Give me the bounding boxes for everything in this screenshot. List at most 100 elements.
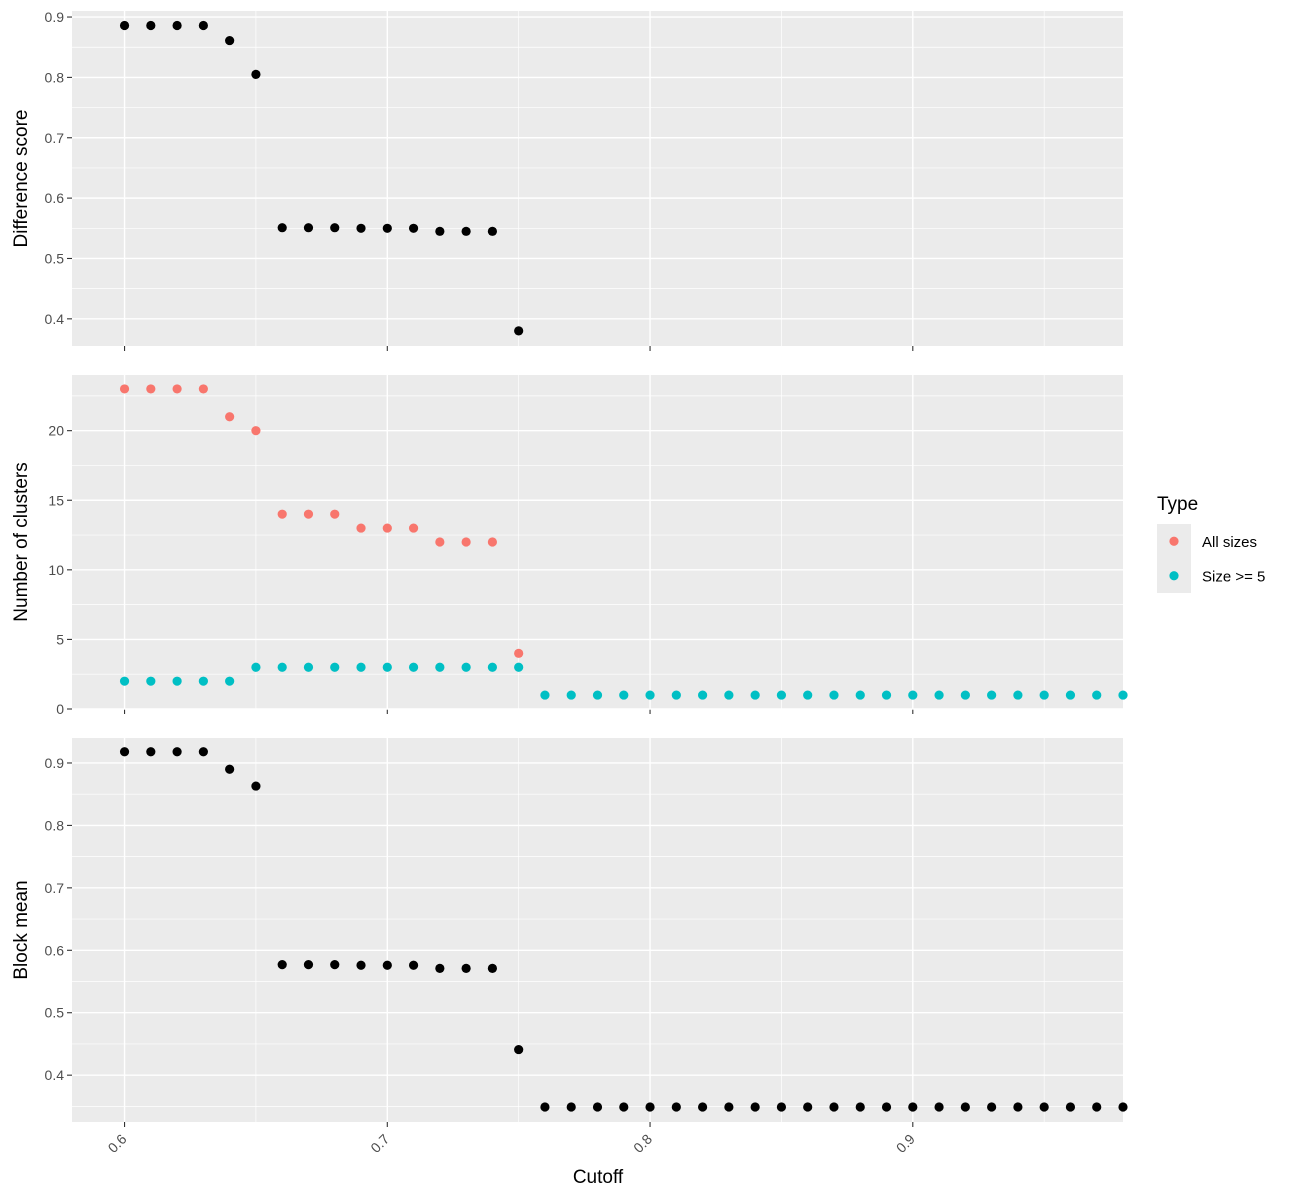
series-1 <box>119 384 524 658</box>
data-point <box>776 1102 787 1112</box>
data-point <box>198 384 208 394</box>
data-point <box>1118 1102 1128 1112</box>
data-point <box>225 676 235 686</box>
data-point <box>277 509 287 519</box>
data-point <box>303 223 314 233</box>
data-point <box>1039 690 1049 700</box>
data-point <box>1013 1102 1023 1112</box>
data-point <box>408 223 419 233</box>
data-point <box>225 412 235 422</box>
data-point <box>146 676 156 686</box>
data-point <box>487 226 497 236</box>
x-tick-label: 0.8 <box>630 1131 655 1156</box>
y-tick-label: 0 <box>56 701 64 717</box>
data-point <box>172 384 182 394</box>
data-point <box>356 523 366 533</box>
legend-key-point <box>1169 571 1179 581</box>
series-1 <box>119 747 1128 1112</box>
data-point <box>461 226 471 236</box>
data-point <box>435 226 445 236</box>
data-point <box>750 1102 760 1112</box>
data-point <box>461 662 471 672</box>
data-point <box>408 523 419 533</box>
data-point <box>356 960 366 970</box>
data-point <box>303 960 314 970</box>
data-point <box>566 1102 576 1112</box>
data-point <box>487 662 497 672</box>
y-tick-label: 10 <box>48 562 64 578</box>
series-1 <box>119 20 524 336</box>
data-point <box>671 1102 681 1112</box>
data-point <box>829 690 839 700</box>
data-point <box>592 690 603 700</box>
data-point <box>487 537 497 547</box>
data-point <box>119 20 130 31</box>
data-point <box>881 690 892 700</box>
data-point <box>960 1102 970 1112</box>
data-point <box>356 223 366 233</box>
data-point <box>435 662 445 672</box>
data-point <box>487 963 497 974</box>
y-tick-label: 0.6 <box>45 190 65 206</box>
data-point <box>1039 1102 1049 1112</box>
data-point <box>619 1102 629 1112</box>
data-point <box>225 764 235 774</box>
data-point <box>119 676 130 686</box>
data-point <box>198 747 208 757</box>
data-point <box>303 662 314 672</box>
x-tick-label: 0.7 <box>367 1131 392 1156</box>
data-point <box>382 523 392 533</box>
x-tick-label: 0.9 <box>893 1131 918 1156</box>
data-point <box>514 1044 524 1055</box>
panel-1: 0.4 0.5 0.6 0.7 0.8 0.9 Difference score <box>11 9 1123 351</box>
data-point <box>198 20 208 31</box>
legend-label: All sizes <box>1202 534 1257 551</box>
panel-2: 0 5 10 15 20 Number of clusters <box>11 375 1128 717</box>
x-tick-label: 0.6 <box>105 1131 130 1156</box>
data-point <box>146 747 156 757</box>
data-point <box>803 690 813 700</box>
data-point <box>251 662 261 672</box>
data-point <box>251 426 261 436</box>
data-point <box>277 662 287 672</box>
data-point <box>146 20 156 31</box>
data-point <box>592 1102 603 1112</box>
data-point <box>277 223 287 233</box>
data-point <box>330 960 340 970</box>
panel-3: 0.6 0.7 0.8 0.9 0.4 0.5 0.6 0.7 0.8 0.9 Block mean <box>11 738 1128 1156</box>
data-point <box>172 676 182 686</box>
data-point <box>908 690 918 700</box>
y-tick-label: 0.8 <box>45 69 65 85</box>
data-point <box>330 662 340 672</box>
y-tick-label: 0.8 <box>45 817 65 833</box>
data-point <box>776 690 787 700</box>
legend: Type All sizes Size >= 5 <box>1157 494 1265 593</box>
y-tick-label: 0.9 <box>45 755 65 771</box>
data-point <box>855 1102 865 1112</box>
data-point <box>408 662 419 672</box>
data-point <box>619 690 629 700</box>
data-point <box>566 690 576 700</box>
y-axis-title: Number of clusters <box>11 462 32 621</box>
data-point <box>698 690 708 700</box>
y-tick-label: 0.7 <box>45 130 65 146</box>
panels-layer: 0.4 0.5 0.6 0.7 0.8 0.9 Difference score 0 5 10 15… <box>11 9 1128 1156</box>
data-point <box>382 662 392 672</box>
data-point <box>750 690 760 700</box>
data-point <box>1092 1102 1102 1112</box>
legend-label: Size >= 5 <box>1202 568 1265 585</box>
y-tick-label: 0.4 <box>45 311 65 327</box>
data-point <box>408 960 419 970</box>
y-tick-label: 0.4 <box>45 1067 65 1083</box>
data-point <box>1065 690 1076 700</box>
data-point <box>435 537 445 547</box>
legend-key-point <box>1169 536 1179 546</box>
data-point <box>172 747 182 757</box>
y-tick-label: 0.5 <box>45 1005 65 1021</box>
y-axis-title: Difference score <box>11 110 32 248</box>
data-point <box>435 963 445 974</box>
y-tick-label: 0.6 <box>45 942 65 958</box>
data-point <box>382 960 392 970</box>
data-point <box>1065 1102 1076 1112</box>
